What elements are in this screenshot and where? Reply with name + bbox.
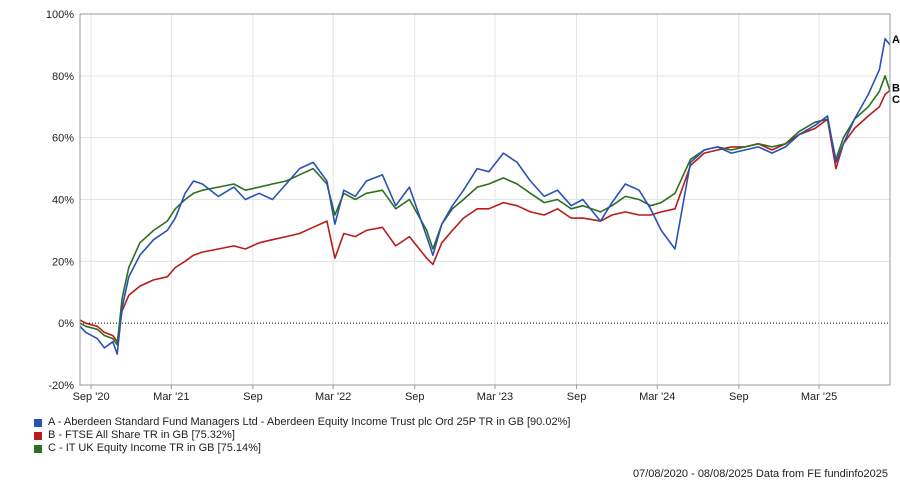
y-tick-label: -20% bbox=[48, 380, 74, 392]
y-tick-label: 80% bbox=[52, 71, 74, 83]
series-end-label-b: B bbox=[892, 82, 900, 94]
legend-label-b: B - FTSE All Share TR in GB [75.32%] bbox=[48, 429, 235, 441]
legend-item-b: B - FTSE All Share TR in GB [75.32%] bbox=[34, 429, 570, 442]
y-tick-label: 20% bbox=[52, 256, 74, 268]
x-tick-label: Sep bbox=[567, 391, 587, 403]
line-chart: -20%0%20%40%60%80%100% Sep '20 Mar '21 Sep… bbox=[46, 9, 900, 403]
x-axis-ticks: Sep '20 Mar '21 Sep Mar '22 Sep Mar '23 Sep Mar… bbox=[73, 385, 837, 403]
x-tick-label: Mar '24 bbox=[639, 391, 675, 403]
x-tick-label: Mar '21 bbox=[153, 391, 189, 403]
plot-border bbox=[79, 13, 891, 386]
x-tick-label: Sep bbox=[729, 391, 749, 403]
legend-swatch-b bbox=[34, 431, 42, 440]
y-tick-label: 0% bbox=[58, 318, 74, 330]
series-end-labels: BC A bbox=[892, 34, 900, 106]
grid-lines bbox=[80, 13, 890, 386]
y-tick-label: 60% bbox=[52, 133, 74, 145]
series-line-a bbox=[79, 37, 891, 355]
x-tick-label: Mar '22 bbox=[315, 391, 351, 403]
data-source-footer: 07/08/2020 - 08/08/2025 Data from FE fun… bbox=[632, 468, 888, 480]
series-end-label-c: C bbox=[892, 94, 900, 106]
x-tick-label: Mar '23 bbox=[477, 391, 513, 403]
series-end-label-a: A bbox=[892, 34, 900, 46]
legend-item-c: C - IT UK Equity Income TR in GB [75.14%… bbox=[34, 442, 570, 455]
legend-swatch-c bbox=[34, 444, 42, 453]
legend-label-c: C - IT UK Equity Income TR in GB [75.14%… bbox=[48, 442, 261, 454]
series-line-b bbox=[79, 89, 891, 343]
series-lines bbox=[79, 37, 891, 355]
y-tick-label: 100% bbox=[46, 9, 74, 21]
x-tick-label: Sep bbox=[243, 391, 263, 403]
x-tick-label: Sep '20 bbox=[73, 391, 110, 403]
legend-label-a: A - Aberdeen Standard Fund Managers Ltd … bbox=[48, 416, 571, 428]
legend-swatch-a bbox=[34, 418, 42, 427]
x-tick-label: Mar '25 bbox=[801, 391, 837, 403]
x-tick-label: Sep bbox=[405, 391, 425, 403]
legend: A - Aberdeen Standard Fund Managers Ltd … bbox=[34, 416, 570, 455]
legend-item-a: A - Aberdeen Standard Fund Managers Ltd … bbox=[34, 416, 570, 429]
y-tick-label: 40% bbox=[52, 195, 74, 207]
y-axis-ticks: -20% 0% 20% 40% 60% 80% 100% bbox=[46, 9, 74, 392]
